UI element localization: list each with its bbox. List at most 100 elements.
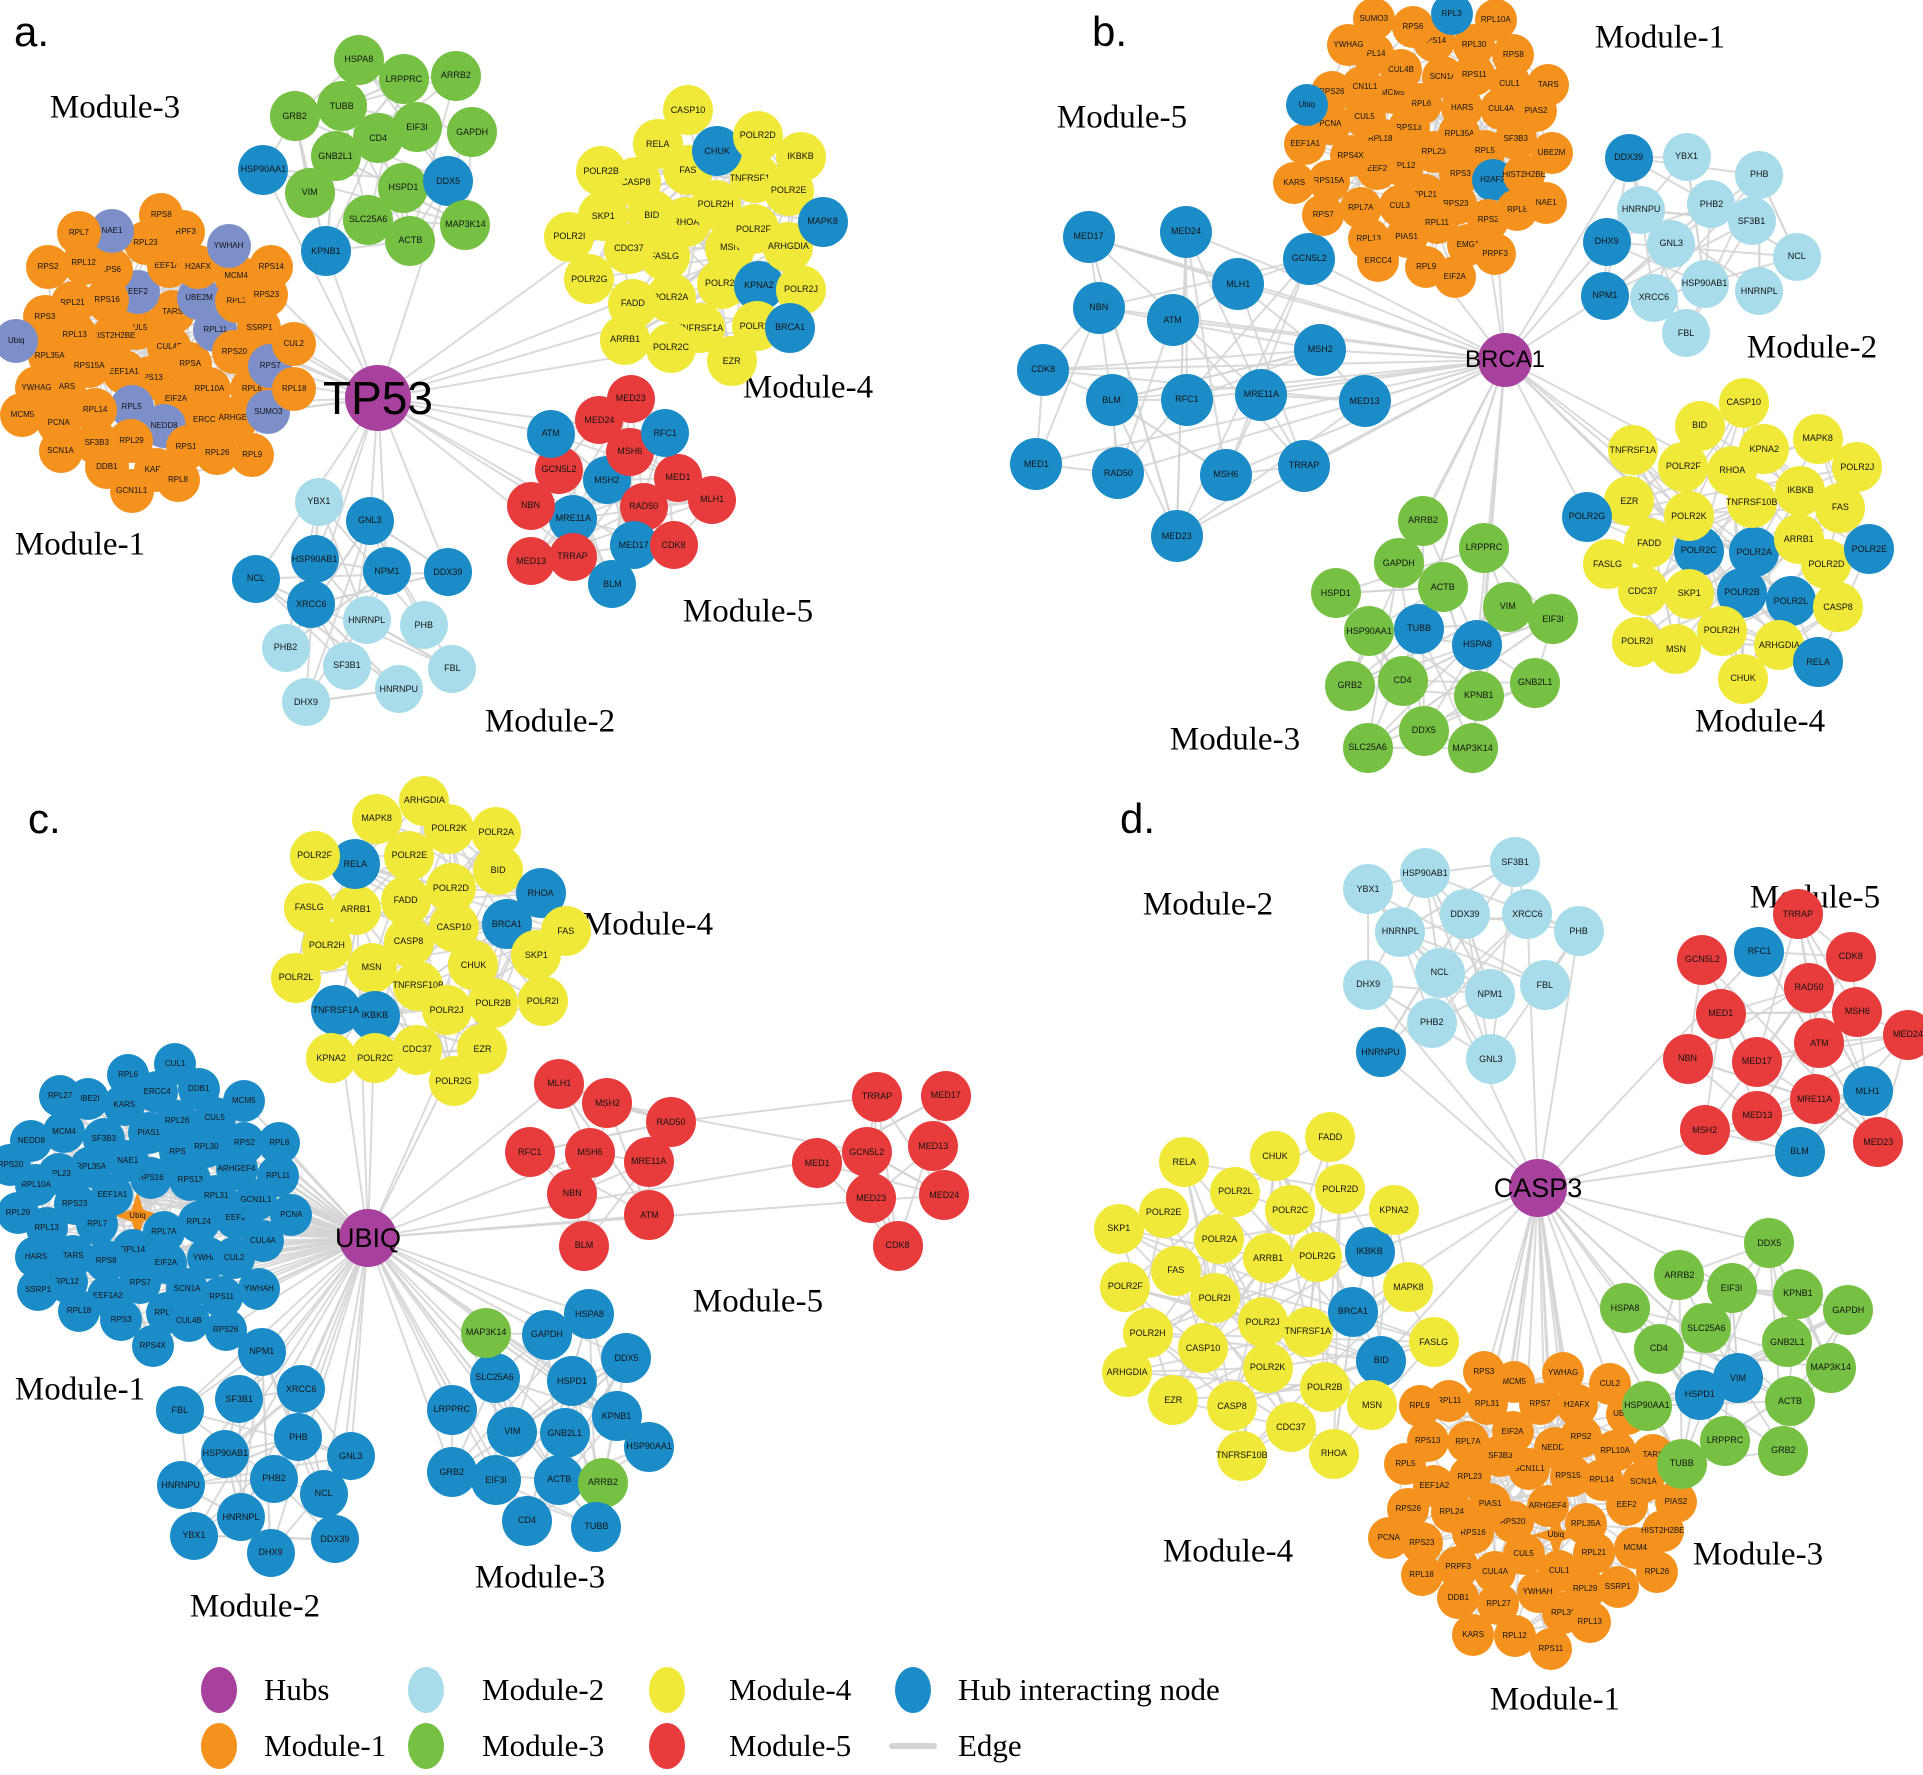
network-node[interactable]: MED17 xyxy=(920,1070,971,1121)
network-node[interactable]: RPL7 xyxy=(56,210,101,255)
network-node[interactable]: GAPDH xyxy=(1373,538,1424,589)
network-node[interactable]: CASP10 xyxy=(1178,1323,1229,1374)
network-node[interactable]: SSRP1 xyxy=(1596,1565,1639,1608)
network-node[interactable]: MED23 xyxy=(1150,510,1203,563)
network-node[interactable]: RPL5 xyxy=(1384,1442,1427,1485)
network-node[interactable]: KPNA2 xyxy=(1739,424,1790,475)
network-node[interactable]: CDC37 xyxy=(1265,1402,1316,1453)
network-node[interactable]: TRRAP xyxy=(1277,439,1330,492)
network-node[interactable]: MAP3K14 xyxy=(1805,1342,1856,1393)
network-node[interactable]: HNRNPU xyxy=(156,1461,205,1510)
network-node[interactable]: MED13 xyxy=(1338,375,1391,428)
network-node[interactable]: ATM xyxy=(624,1190,675,1241)
network-node[interactable]: FASLG xyxy=(1408,1317,1459,1368)
network-node[interactable]: CD4 xyxy=(502,1495,552,1546)
network-node[interactable]: DDX5 xyxy=(1398,705,1449,756)
network-node[interactable]: RPL18 xyxy=(58,1290,101,1333)
network-node[interactable]: TRRAP xyxy=(548,532,597,581)
network-node[interactable]: CDK8 xyxy=(1017,343,1070,396)
network-node[interactable]: GNL3 xyxy=(326,1432,375,1481)
network-node[interactable]: KARS xyxy=(1452,1613,1495,1656)
network-node[interactable]: LRPPRC xyxy=(1699,1415,1750,1466)
network-node[interactable]: GNL3 xyxy=(345,496,394,545)
network-node[interactable]: CASP8 xyxy=(1206,1381,1257,1432)
hub-node[interactable]: UBIQ xyxy=(335,1209,401,1267)
network-node[interactable]: HSP90AB1 xyxy=(290,535,339,584)
network-node[interactable]: BID xyxy=(1674,400,1725,451)
network-node[interactable]: GNB2L1 xyxy=(539,1408,590,1458)
network-node[interactable]: FBL xyxy=(1519,960,1570,1011)
network-node[interactable]: NBN xyxy=(1072,281,1125,334)
network-node[interactable]: PHB2 xyxy=(261,623,310,672)
network-node[interactable]: MAPK8 xyxy=(797,196,848,247)
network-node[interactable]: POLR2F xyxy=(289,830,340,881)
network-node[interactable]: POLR2G xyxy=(1292,1231,1343,1282)
network-node[interactable]: DHX9 xyxy=(246,1528,295,1577)
network-node[interactable]: RPS7 xyxy=(1302,194,1345,237)
network-node[interactable]: MSH6 xyxy=(1199,448,1252,501)
network-node[interactable]: YWHAG xyxy=(1542,1351,1585,1394)
network-node[interactable]: ARHGDIA xyxy=(1102,1347,1153,1398)
network-node[interactable]: ERCC4 xyxy=(1357,240,1400,283)
network-node[interactable]: PRPF3 xyxy=(1474,232,1517,275)
network-node[interactable]: LRPPRC xyxy=(378,54,429,105)
network-node[interactable]: POLR2D xyxy=(425,863,476,914)
network-node[interactable]: POLR2B xyxy=(576,146,627,197)
network-node[interactable]: MLH1 xyxy=(1842,1066,1893,1117)
network-node[interactable]: MAP3K14 xyxy=(461,1307,512,1358)
network-node[interactable]: NCL xyxy=(231,554,280,603)
network-node[interactable]: EZR xyxy=(706,336,757,387)
network-node[interactable]: ARRB2 xyxy=(577,1457,628,1508)
network-node[interactable]: FASLG xyxy=(1582,539,1633,590)
network-node[interactable]: TNFRSF10B xyxy=(1216,1430,1268,1481)
network-node[interactable]: YWHAH xyxy=(237,1268,280,1311)
network-node[interactable]: FAS xyxy=(540,906,591,957)
network-node[interactable]: MAP3K14 xyxy=(1447,723,1498,774)
network-node[interactable]: RPL7A xyxy=(1446,1420,1489,1463)
network-node[interactable]: MLH1 xyxy=(688,475,737,524)
network-node[interactable]: MRE11A xyxy=(1235,368,1288,421)
network-node[interactable]: RPS11 xyxy=(1529,1628,1572,1671)
network-node[interactable]: SF3B1 xyxy=(1490,837,1541,888)
network-node[interactable]: GNL3 xyxy=(1465,1034,1516,1085)
network-node[interactable]: MED24 xyxy=(919,1170,970,1221)
network-node[interactable]: ACTB xyxy=(385,215,436,266)
network-node[interactable]: KPNB1 xyxy=(300,226,351,277)
network-node[interactable]: SLC25A6 xyxy=(469,1352,520,1403)
hub-node[interactable]: BRCA1 xyxy=(1465,333,1545,387)
network-node[interactable]: GCN5L2 xyxy=(841,1127,892,1178)
network-node[interactable]: CD4 xyxy=(1633,1323,1684,1374)
network-node[interactable]: XRCC6 xyxy=(287,580,336,629)
network-node[interactable]: RPL26 xyxy=(1635,1551,1678,1594)
network-node[interactable]: EEF1A1 xyxy=(1284,122,1327,165)
network-node[interactable]: SKP1 xyxy=(1093,1203,1144,1254)
network-node[interactable]: KPNB1 xyxy=(1772,1268,1823,1319)
network-node[interactable]: RFC1 xyxy=(641,409,690,458)
network-node[interactable]: BRCA1 xyxy=(765,302,816,353)
network-node[interactable]: PHB2 xyxy=(250,1454,299,1503)
network-node[interactable]: HSP90AA1 xyxy=(1343,606,1394,657)
network-node[interactable]: POLR2C xyxy=(1265,1185,1316,1236)
network-node[interactable]: CDK8 xyxy=(872,1220,923,1271)
network-node[interactable]: KARS xyxy=(1273,162,1316,205)
network-node[interactable]: NBN xyxy=(1662,1033,1713,1084)
network-node[interactable]: HSP90AB1 xyxy=(201,1429,250,1478)
network-node[interactable]: DDX39 xyxy=(310,1515,359,1564)
network-node[interactable]: TRRAP xyxy=(1772,889,1823,940)
network-node[interactable]: LRPPRC xyxy=(1459,522,1509,573)
hub-node[interactable]: CASP3 xyxy=(1494,1159,1582,1217)
network-node[interactable]: BID xyxy=(1356,1335,1407,1386)
network-node[interactable]: MAPK8 xyxy=(1383,1262,1434,1313)
network-node[interactable]: POLR2I xyxy=(544,211,595,262)
network-node[interactable]: RPL9 xyxy=(1398,1384,1441,1427)
network-node[interactable]: LRPPRC xyxy=(426,1384,477,1435)
network-node[interactable]: PCNA xyxy=(270,1193,313,1236)
network-node[interactable]: SLC25A6 xyxy=(1342,722,1393,773)
network-node[interactable]: CUL4B xyxy=(167,1300,210,1343)
network-node[interactable]: CHUK xyxy=(1250,1131,1301,1182)
network-node[interactable]: FADD xyxy=(1305,1112,1356,1163)
network-node[interactable]: RPL27 xyxy=(39,1075,82,1118)
network-node[interactable]: BLM xyxy=(588,560,637,609)
network-node[interactable]: RAD50 xyxy=(1092,447,1145,500)
network-node[interactable]: POLR2G xyxy=(564,254,615,305)
